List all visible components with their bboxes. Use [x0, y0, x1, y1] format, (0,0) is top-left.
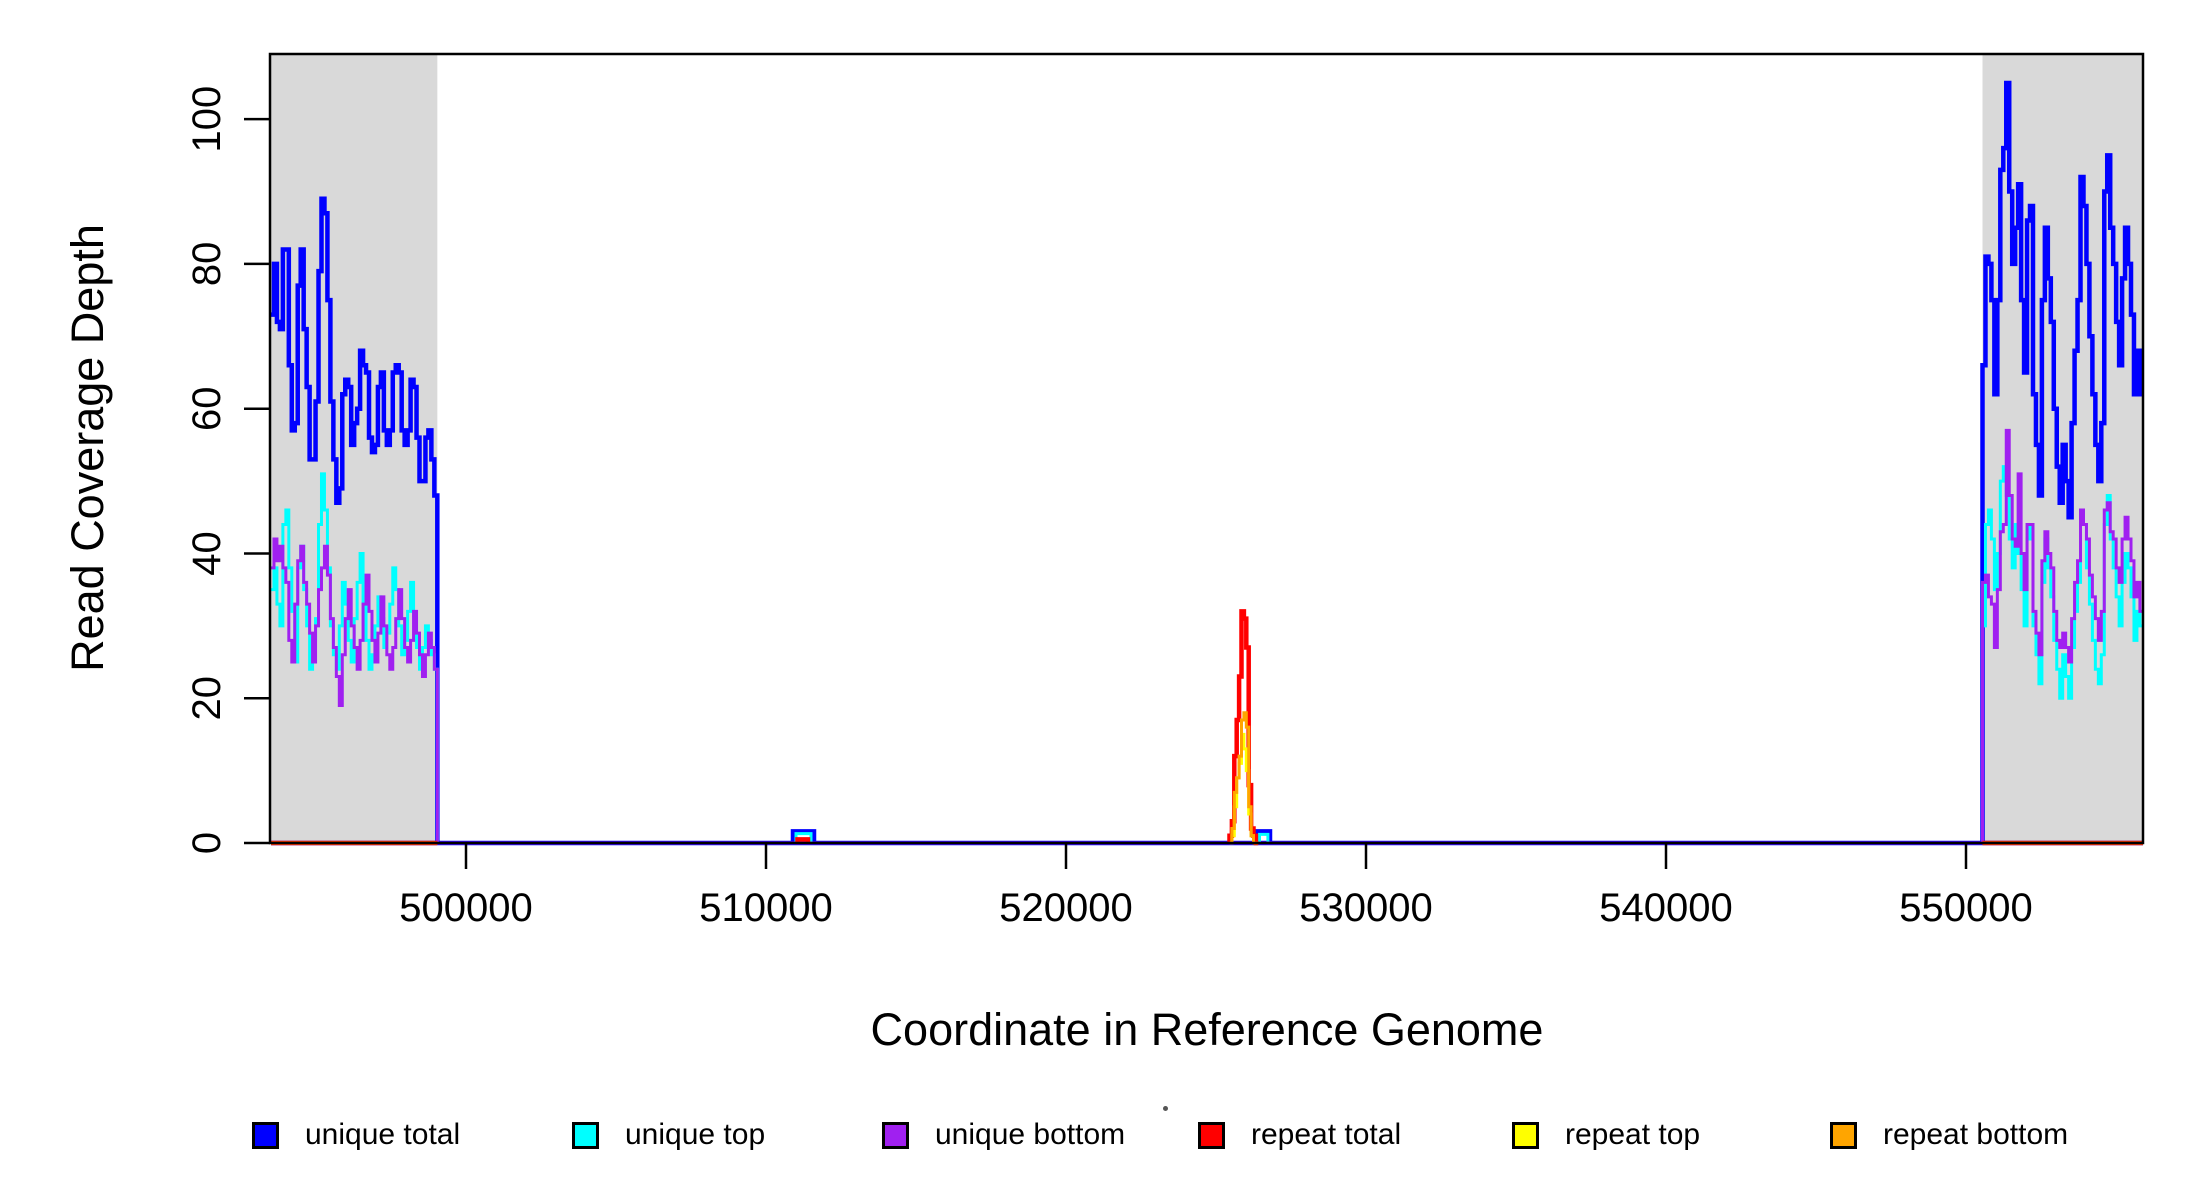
y-tick-label: 20: [185, 676, 229, 721]
x-tick-label: 530000: [1299, 886, 1432, 930]
x-tick-label: 500000: [399, 886, 532, 930]
legend-swatch-repeat-bottom: [1830, 1121, 1857, 1149]
x-tick-label: 540000: [1599, 886, 1732, 930]
legend-label: repeat total: [1251, 1118, 1402, 1151]
legend-item-unique-total: unique total: [252, 1113, 460, 1157]
legend-item-repeat-bottom: repeat bottom: [1830, 1113, 2068, 1157]
legend-label: unique bottom: [935, 1118, 1126, 1151]
legend-item-repeat-top: repeat top: [1512, 1113, 1700, 1157]
series-unique-total: [1980, 80, 2143, 843]
legend-label: repeat top: [1565, 1118, 1701, 1151]
y-tick-label: 60: [185, 386, 229, 431]
legend-label: repeat bottom: [1883, 1118, 2069, 1151]
series-unique-bottom: [1981, 428, 2143, 843]
legend-item-repeat-total: repeat total: [1198, 1113, 1401, 1157]
shaded-region-left-repeat-flank: [271, 54, 438, 843]
plot-border: [268, 52, 2145, 845]
y-axis-title: Read Coverage Depth: [62, 224, 113, 672]
legend-item-unique-top: unique top: [572, 1113, 765, 1157]
legend: unique total unique top unique bottom repea…: [0, 1113, 2200, 1159]
legend-swatch-unique-bottom: [882, 1121, 909, 1149]
y-tick-label: 80: [185, 242, 229, 287]
series-unique-top: [271, 472, 439, 843]
series-repeat-total: [795, 837, 811, 843]
x-tick-label: 520000: [999, 886, 1132, 930]
x-tick-label: 510000: [699, 886, 832, 930]
stray-dot: [1163, 1106, 1168, 1111]
series-unique-top: [1258, 832, 1270, 843]
y-tick-label: 0: [185, 832, 229, 854]
legend-swatch-unique-total: [252, 1121, 279, 1149]
legend-swatch-unique-top: [572, 1121, 599, 1149]
y-tick-label: 100: [185, 86, 229, 153]
series-unique-total: [790, 829, 817, 843]
legend-swatch-repeat-top: [1512, 1121, 1539, 1149]
legend-item-unique-bottom: unique bottom: [882, 1113, 1125, 1157]
y-tick-label: 40: [185, 531, 229, 576]
x-axis-title: Coordinate in Reference Genome: [870, 1004, 1544, 1055]
x-tick-label: 550000: [1899, 886, 2032, 930]
legend-swatch-repeat-total: [1198, 1121, 1225, 1149]
series-unique-total: [271, 196, 440, 843]
legend-label: unique top: [625, 1118, 766, 1151]
series-repeat-bottom: [1229, 711, 1259, 845]
series-unique-bottom: [271, 537, 439, 843]
legend-label: unique total: [305, 1118, 461, 1151]
